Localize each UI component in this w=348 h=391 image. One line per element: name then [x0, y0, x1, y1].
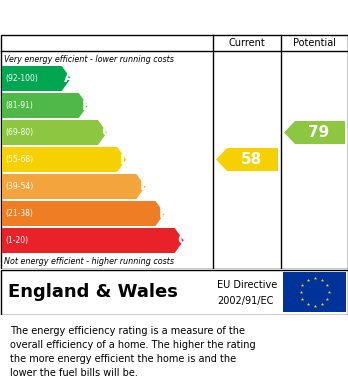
Text: G: G — [177, 233, 188, 248]
Text: (55-68): (55-68) — [5, 155, 33, 164]
Bar — [283, 272, 346, 312]
Text: Potential: Potential — [293, 38, 336, 47]
Text: Current: Current — [229, 38, 266, 47]
Text: 2002/91/EC: 2002/91/EC — [217, 296, 274, 306]
Text: 79: 79 — [308, 125, 329, 140]
Polygon shape — [2, 93, 88, 118]
Text: The energy efficiency rating is a measure of the
overall efficiency of a home. T: The energy efficiency rating is a measur… — [10, 326, 256, 378]
Text: (92-100): (92-100) — [5, 74, 38, 83]
Text: (81-91): (81-91) — [5, 101, 33, 110]
Text: D: D — [119, 152, 131, 167]
Polygon shape — [2, 147, 126, 172]
Text: A: A — [64, 72, 75, 86]
Polygon shape — [2, 174, 145, 199]
Text: (1-20): (1-20) — [5, 236, 28, 245]
Text: C: C — [101, 126, 111, 140]
Polygon shape — [284, 121, 345, 144]
Text: (39-54): (39-54) — [5, 182, 33, 191]
Text: Energy Efficiency Rating: Energy Efficiency Rating — [10, 8, 239, 26]
Text: B: B — [81, 99, 92, 113]
Text: 58: 58 — [240, 152, 262, 167]
Text: Very energy efficient - lower running costs: Very energy efficient - lower running co… — [4, 54, 174, 63]
Polygon shape — [2, 201, 165, 226]
Text: E: E — [140, 179, 149, 194]
Text: EU Directive: EU Directive — [217, 280, 277, 290]
Polygon shape — [2, 228, 184, 253]
Text: Not energy efficient - higher running costs: Not energy efficient - higher running co… — [4, 256, 174, 265]
Text: F: F — [159, 206, 168, 221]
Polygon shape — [2, 66, 71, 91]
Polygon shape — [216, 148, 278, 171]
Text: England & Wales: England & Wales — [8, 283, 178, 301]
Text: (21-38): (21-38) — [5, 209, 33, 218]
Text: (69-80): (69-80) — [5, 128, 33, 137]
Polygon shape — [2, 120, 107, 145]
